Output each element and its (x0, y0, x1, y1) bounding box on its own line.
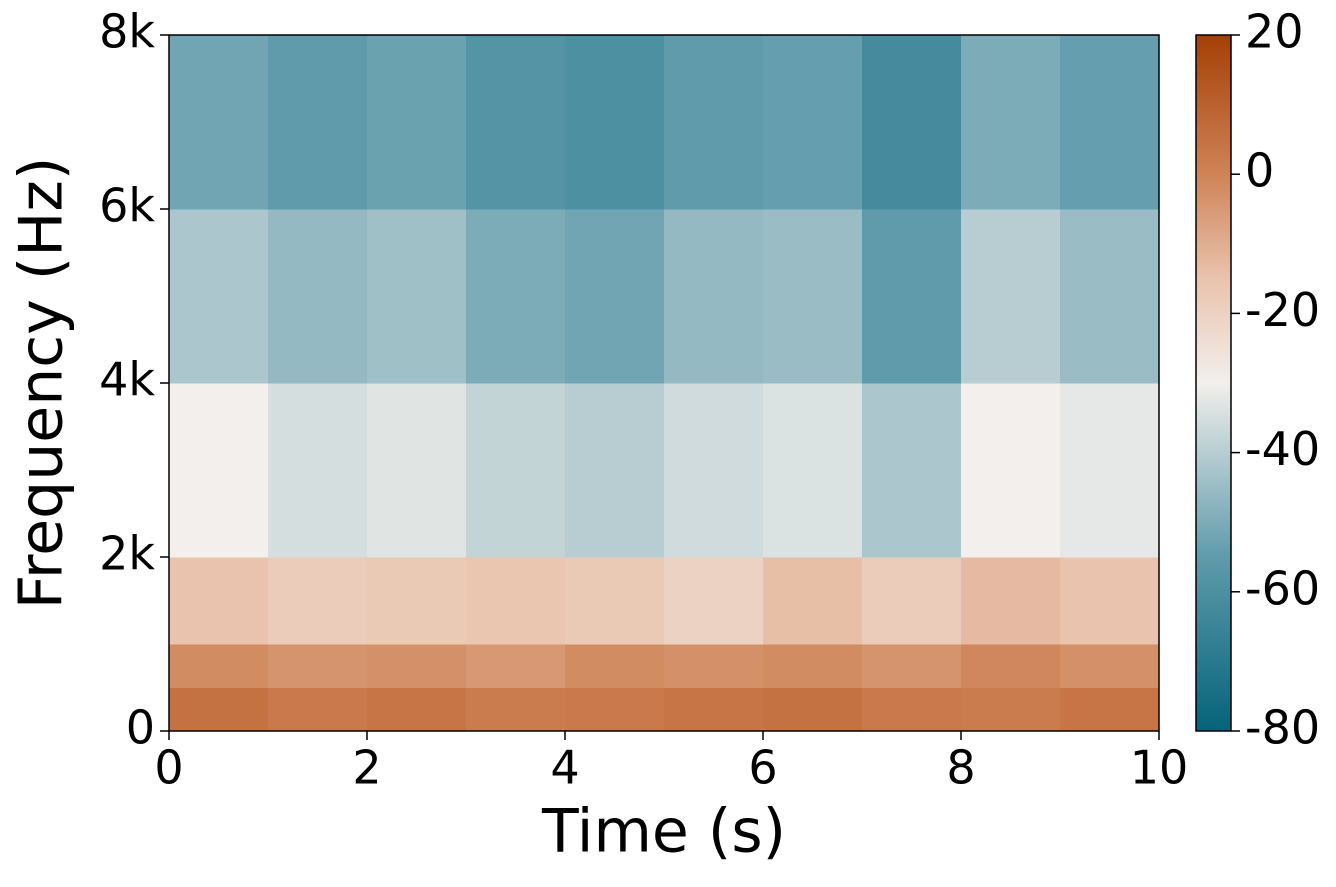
heatmap-cell (367, 557, 467, 645)
heatmap-cell (862, 557, 962, 645)
heatmap-cell (565, 557, 665, 645)
heatmap-cell (664, 557, 764, 645)
heatmap-cell (763, 687, 863, 732)
heatmap-cell (1060, 35, 1160, 210)
heatmap-cell (961, 209, 1061, 384)
y-axis-label: Frequency (Hz) (7, 157, 77, 609)
heatmap-cell (367, 209, 467, 384)
heatmap-cell (862, 687, 962, 732)
heatmap-cell (862, 209, 962, 384)
colorbar-tick-label: -80 (1245, 701, 1320, 755)
y-tick-label: 8k (99, 5, 155, 59)
heatmap-cell (169, 35, 269, 210)
heatmap-cell (1060, 557, 1160, 645)
heatmap-cell (1060, 209, 1160, 384)
x-tick-label: 8 (946, 741, 975, 795)
x-tick-label: 0 (154, 741, 183, 795)
heatmap-cell (466, 644, 566, 688)
heatmap-cell (169, 687, 269, 732)
colorbar-tick-label: -40 (1245, 422, 1320, 476)
heatmap-cell (268, 209, 368, 384)
heatmap-cell (367, 383, 467, 558)
heatmap-cell (664, 687, 764, 732)
y-tick-label: 0 (126, 701, 155, 755)
heatmap-cell (466, 687, 566, 732)
heatmap-cell (862, 644, 962, 688)
heatmap-cell (268, 644, 368, 688)
heatmap-cell (367, 644, 467, 688)
heatmap-cell (862, 35, 962, 210)
heatmap-cell (169, 383, 269, 558)
heatmap-cell (664, 644, 764, 688)
heatmap (169, 35, 1160, 732)
heatmap-cell (565, 687, 665, 732)
heatmap-cell (169, 644, 269, 688)
heatmap-cell (961, 687, 1061, 732)
heatmap-cell (1060, 687, 1160, 732)
heatmap-cell (664, 209, 764, 384)
heatmap-cell (367, 35, 467, 210)
x-tick-label: 6 (748, 741, 777, 795)
heatmap-cell (961, 35, 1061, 210)
heatmap-cell (466, 557, 566, 645)
heatmap-cell (268, 687, 368, 732)
heatmap-cell (763, 557, 863, 645)
y-tick-label: 6k (99, 179, 155, 233)
heatmap-cell (268, 557, 368, 645)
heatmap-cell (565, 209, 665, 384)
heatmap-cell (466, 35, 566, 210)
heatmap-cell (565, 383, 665, 558)
heatmap-cell (268, 383, 368, 558)
heatmap-cell (862, 383, 962, 558)
heatmap-cell (169, 209, 269, 384)
heatmap-cell (367, 687, 467, 732)
heatmap-cell (961, 557, 1061, 645)
colorbar-tick-label: 0 (1245, 144, 1274, 198)
heatmap-cell (466, 209, 566, 384)
colorbar-tick-label: -60 (1245, 561, 1320, 615)
x-tick-label: 10 (1130, 741, 1189, 795)
heatmap-cell (763, 209, 863, 384)
x-tick-label: 4 (550, 741, 579, 795)
heatmap-cell (466, 383, 566, 558)
y-tick-label: 2k (99, 527, 155, 581)
colorbar-tick-label: 20 (1245, 5, 1304, 59)
heatmap-cell (565, 35, 665, 210)
heatmap-cell (961, 383, 1061, 558)
x-axis-label: Time (s) (541, 797, 786, 867)
y-tick-label: 4k (99, 353, 155, 407)
colorbar (1195, 34, 1232, 732)
x-tick-label: 2 (352, 741, 381, 795)
heatmap-cell (1060, 383, 1160, 558)
heatmap-cell (664, 383, 764, 558)
heatmap-cell (664, 35, 764, 210)
heatmap-cell (763, 644, 863, 688)
heatmap-cell (961, 644, 1061, 688)
heatmap-cell (763, 383, 863, 558)
colorbar-tick-label: -20 (1245, 283, 1320, 337)
heatmap-cell (268, 35, 368, 210)
heatmap-cell (1060, 644, 1160, 688)
heatmap-cell (763, 35, 863, 210)
heatmap-cell (565, 644, 665, 688)
heatmap-cell (169, 557, 269, 645)
